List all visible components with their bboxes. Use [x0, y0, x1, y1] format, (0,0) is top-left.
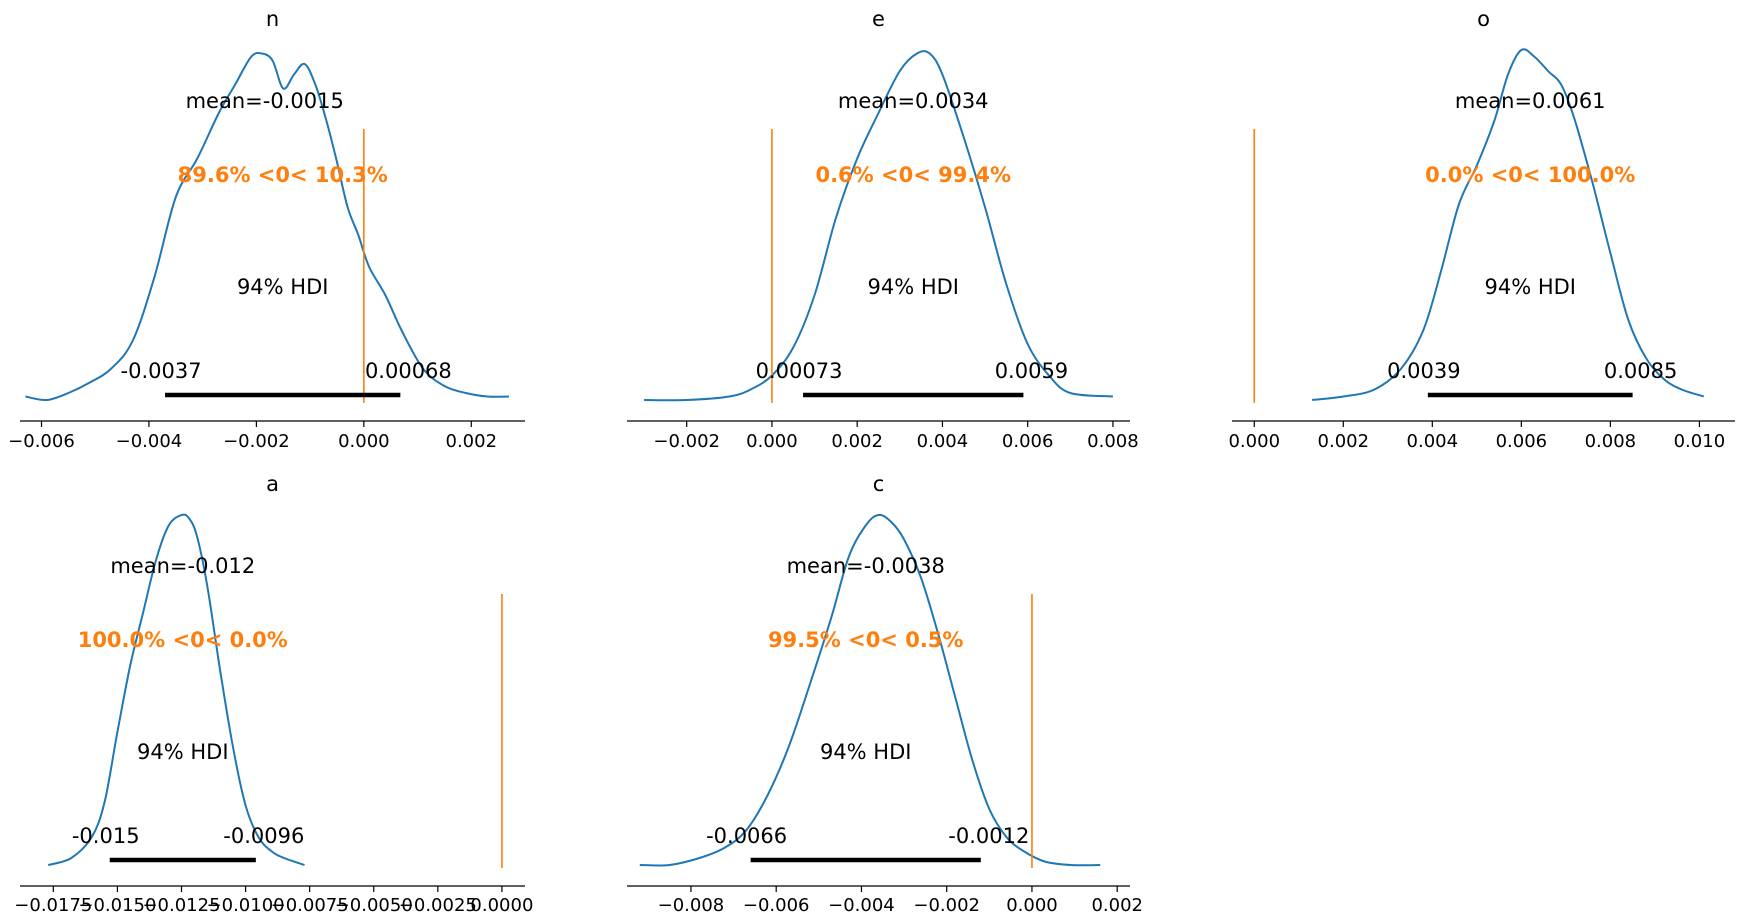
x-tick-label: 0.000: [1006, 895, 1058, 916]
panel-title: e: [872, 7, 885, 31]
x-tick-label: −0.0150: [78, 895, 156, 916]
kde-line: [1311, 48, 1705, 401]
mean-label: mean=0.0061: [1455, 89, 1606, 113]
reference-percent-label: 89.6% <0< 10.3%: [178, 163, 388, 187]
x-tick-label: 0.008: [1585, 431, 1637, 452]
x-tick-label: −0.002: [223, 431, 290, 452]
hdi-label: 94% HDI: [867, 275, 959, 299]
hdi-high-label: -0.0096: [223, 824, 304, 848]
hdi-low-label: -0.0066: [706, 824, 787, 848]
x-tick-label: 0.002: [1091, 895, 1143, 916]
mean-label: mean=-0.0015: [186, 89, 344, 113]
hdi-label: 94% HDI: [1484, 275, 1576, 299]
reference-percent-label: 99.5% <0< 0.5%: [768, 628, 964, 652]
x-tick-label: 0.004: [1407, 431, 1459, 452]
hdi-low-label: 0.0039: [1387, 359, 1460, 383]
x-tick-label: 0.0000: [470, 895, 533, 916]
x-tick-label: −0.006: [743, 895, 810, 916]
panel-title: a: [266, 472, 279, 496]
x-tick-label: 0.002: [446, 431, 498, 452]
hdi-label: 94% HDI: [820, 740, 912, 764]
x-tick-label: 0.000: [1228, 431, 1280, 452]
hdi-low-label: 0.00073: [756, 359, 843, 383]
reference-percent-label: 0.6% <0< 99.4%: [815, 163, 1011, 187]
reference-percent-label: 0.0% <0< 100.0%: [1425, 163, 1635, 187]
hdi-high-label: 0.0059: [995, 359, 1068, 383]
x-tick-label: 0.002: [831, 431, 883, 452]
x-tick-label: 0.008: [1087, 431, 1139, 452]
hdi-high-label: -0.0012: [948, 824, 1029, 848]
x-tick-label: −0.0175: [14, 895, 92, 916]
panel-c: c mean=-0.0038 99.5% <0< 0.5% 94% HDI -0.006…: [627, 472, 1143, 916]
panel-title: o: [1477, 7, 1490, 31]
x-tick-label: −0.002: [653, 431, 720, 452]
kde-line: [25, 51, 509, 402]
x-tick-label: −0.002: [913, 895, 980, 916]
x-tick-label: −0.008: [658, 895, 725, 916]
kde-line: [644, 50, 1113, 402]
x-tick-label: −0.0050: [335, 895, 413, 916]
x-tick-label: 0.002: [1318, 431, 1370, 452]
mean-label: mean=-0.012: [110, 554, 255, 578]
panel-n: n mean=-0.0015 89.6% <0< 10.3% 94% HDI -0.00…: [8, 7, 525, 452]
x-tick-label: 0.004: [917, 431, 969, 452]
x-tick-label: 0.010: [1674, 431, 1726, 452]
x-tick-label: 0.006: [1002, 431, 1054, 452]
x-tick-label: −0.004: [116, 431, 183, 452]
hdi-low-label: -0.015: [72, 824, 140, 848]
panel-e: e mean=0.0034 0.6% <0< 99.4% 94% HDI 0.00073…: [627, 7, 1139, 452]
x-tick-label: −0.0100: [207, 895, 285, 916]
x-tick-label: 0.000: [338, 431, 390, 452]
panel-title: n: [266, 7, 279, 31]
x-tick-label: 0.006: [1496, 431, 1548, 452]
panel-a: a mean=-0.012 100.0% <0< 0.0% 94% HDI -0.015…: [14, 472, 533, 916]
mean-label: mean=-0.0038: [787, 554, 945, 578]
x-tick-label: −0.0025: [399, 895, 477, 916]
panel-o: o mean=0.0061 0.0% <0< 100.0% 94% HDI 0.0039…: [1228, 7, 1735, 452]
hdi-label: 94% HDI: [137, 740, 229, 764]
kde-line: [47, 513, 305, 866]
hdi-label: 94% HDI: [237, 275, 329, 299]
reference-percent-label: 100.0% <0< 0.0%: [78, 628, 288, 652]
x-tick-label: 0.000: [746, 431, 798, 452]
hdi-high-label: 0.00068: [365, 359, 452, 383]
kde-line: [639, 513, 1101, 867]
panel-title: c: [873, 472, 885, 496]
x-tick-label: −0.006: [8, 431, 75, 452]
x-tick-label: −0.0125: [142, 895, 220, 916]
mean-label: mean=0.0034: [838, 89, 989, 113]
x-tick-label: −0.004: [828, 895, 895, 916]
x-tick-label: −0.0075: [271, 895, 349, 916]
hdi-high-label: 0.0085: [1604, 359, 1677, 383]
hdi-low-label: -0.0037: [121, 359, 202, 383]
